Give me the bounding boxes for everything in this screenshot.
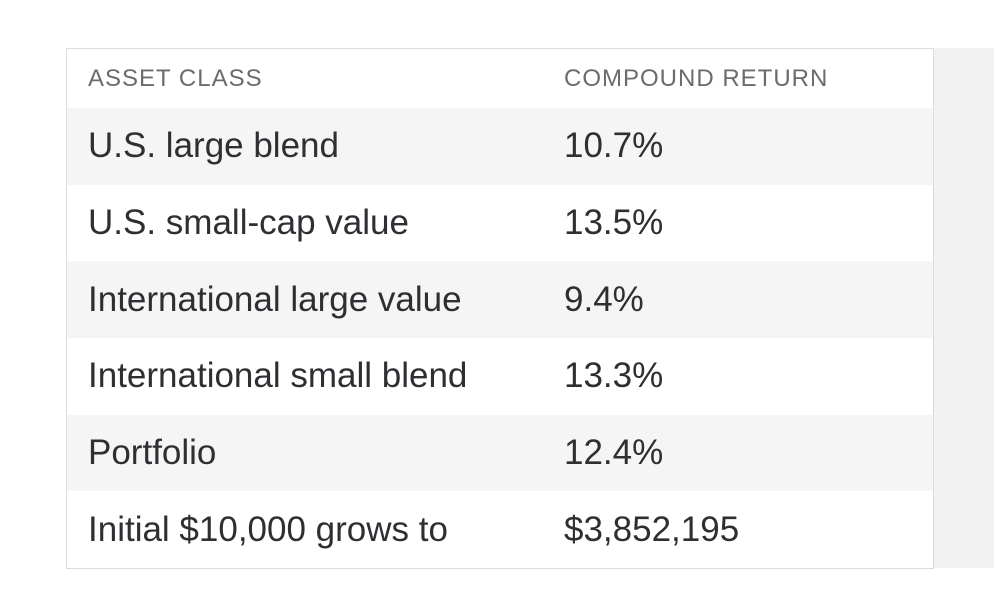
table: ASSET CLASS COMPOUND RETURN U.S. large b… — [66, 48, 934, 569]
header-row: ASSET CLASS COMPOUND RETURN — [67, 49, 933, 108]
table-row: Portfolio 12.4% — [67, 414, 933, 492]
table-cell: U.S. small-cap value — [88, 203, 409, 243]
table-row: International small blend 13.3% — [67, 338, 933, 415]
table-row: U.S. large blend 10.7% — [67, 108, 933, 185]
header-cell: ASSET CLASS — [88, 64, 263, 92]
table-row: Initial $10,000 grows to $3,852,195 — [67, 492, 933, 569]
table-cell: 13.3% — [564, 356, 664, 396]
header-cell: COMPOUND RETURN — [564, 64, 829, 92]
table-cell: 13.5% — [564, 203, 664, 243]
table-cell: 10.7% — [564, 126, 664, 166]
table-cell: U.S. large blend — [88, 126, 339, 166]
table-row: International large value 9.4% — [67, 261, 933, 339]
table-cell: $3,852,195 — [564, 509, 740, 549]
table-cell: 12.4% — [564, 433, 664, 473]
table-row: U.S. small-cap value 13.5% — [67, 185, 933, 262]
table-cell: Portfolio — [88, 433, 217, 473]
table-cell: Initial $10,000 grows to — [88, 509, 448, 549]
side-panel — [933, 48, 994, 568]
table-cell: International large value — [88, 279, 462, 319]
table-cell: International small blend — [88, 356, 468, 396]
table-cell: 9.4% — [564, 279, 644, 319]
